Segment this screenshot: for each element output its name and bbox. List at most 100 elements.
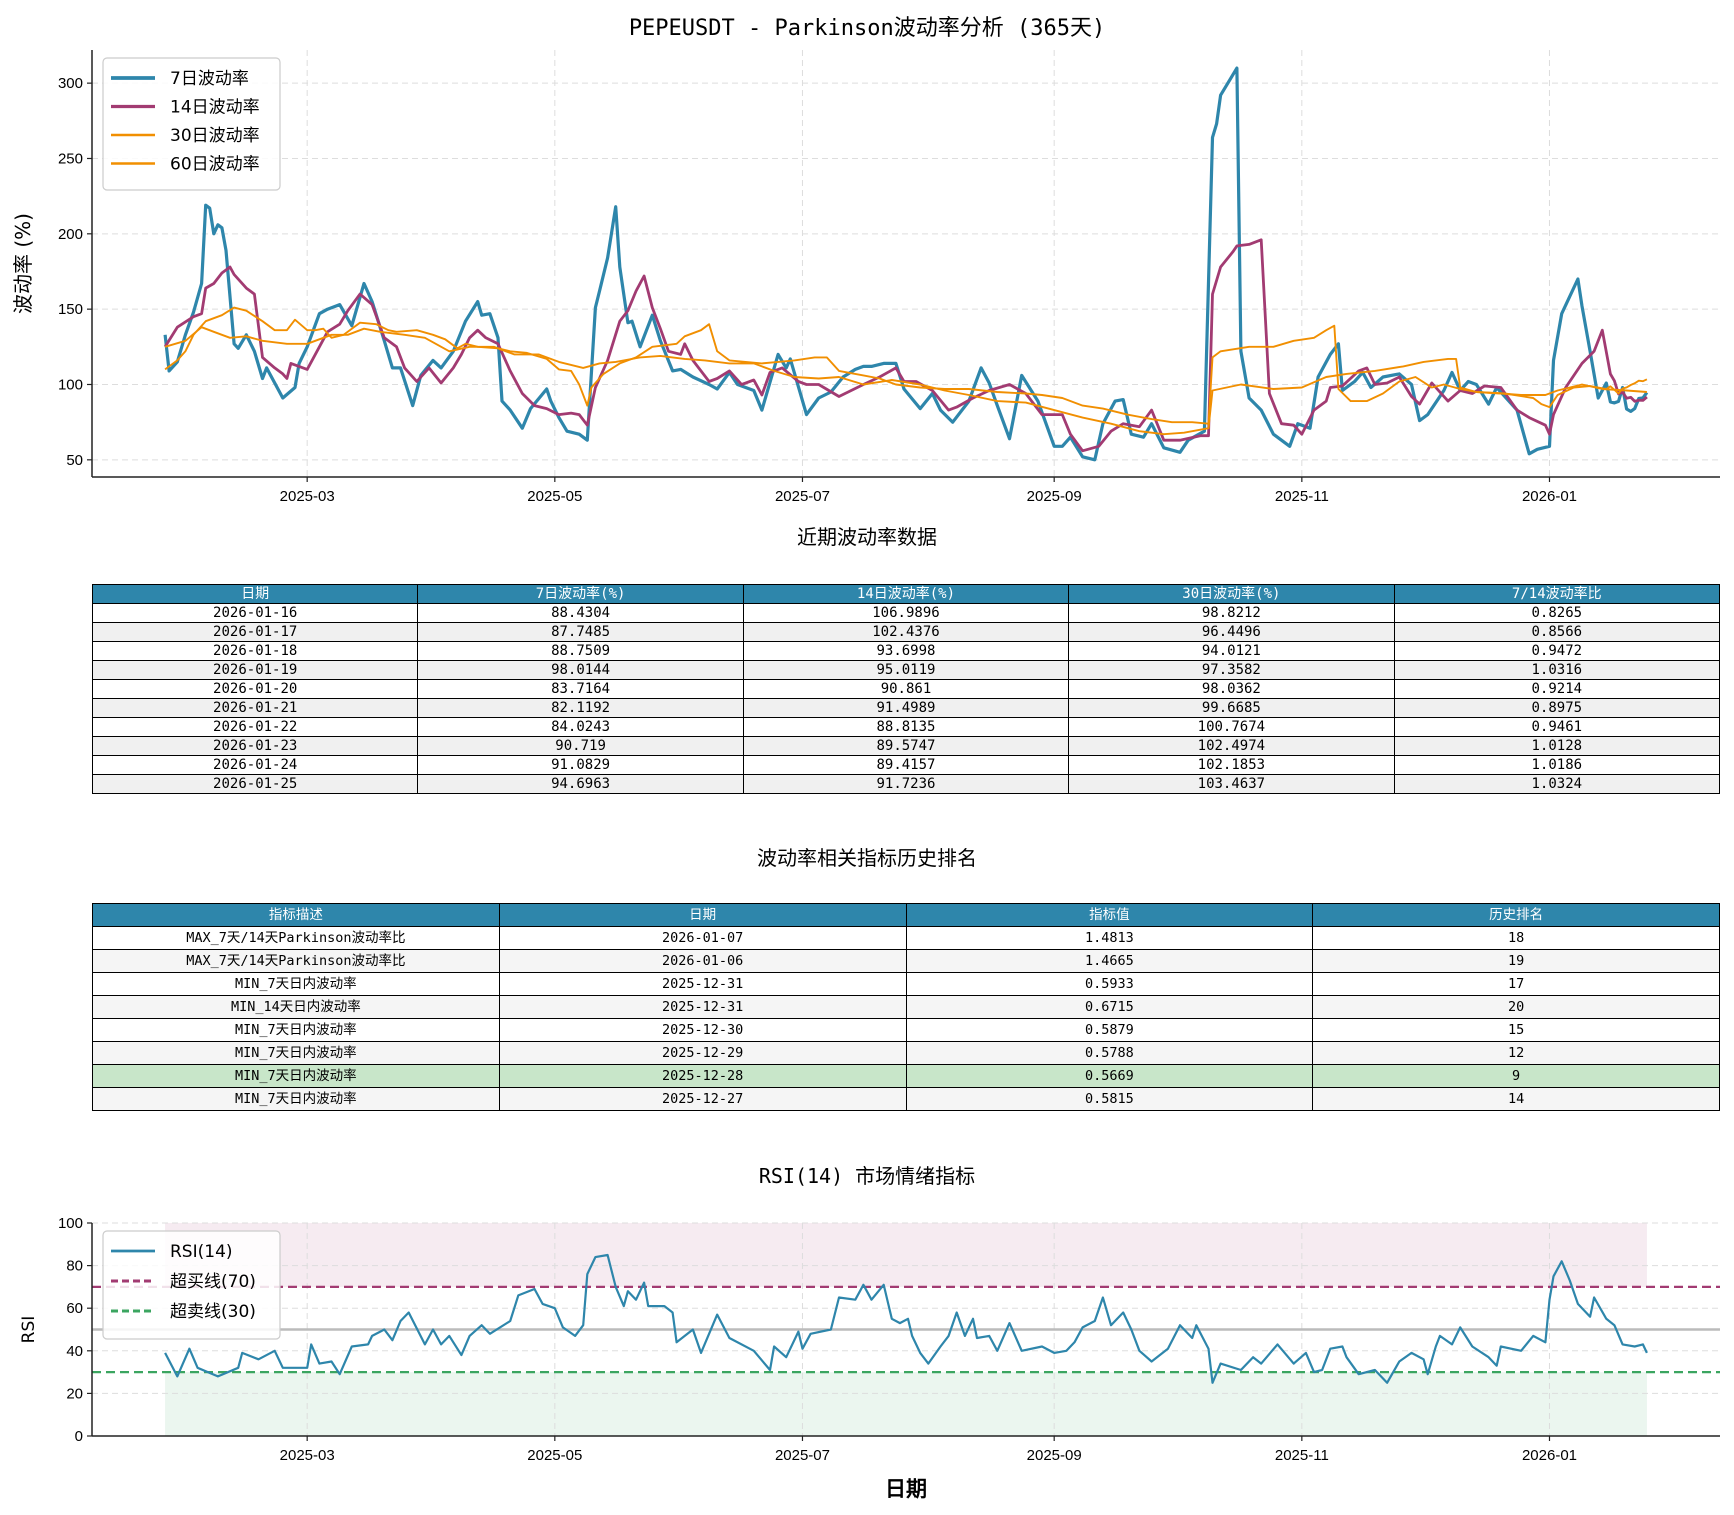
table-cell: 95.0119 xyxy=(742,660,1070,680)
legend-label: 超买线(70) xyxy=(170,1272,256,1292)
table-cell: 94.0121 xyxy=(1068,641,1395,661)
x-axis-label: 日期 xyxy=(885,1477,927,1501)
table-cell: 2025-12-29 xyxy=(498,1041,907,1065)
table-cell: 2025-12-27 xyxy=(498,1087,907,1111)
legend-label: 超卖线(30) xyxy=(170,1302,256,1322)
table-cell: 90.719 xyxy=(417,736,744,756)
table-cell: 2026-01-16 xyxy=(91,603,419,623)
table-cell: 2026-01-23 xyxy=(91,736,419,756)
table-cell: 12 xyxy=(1312,1041,1720,1065)
table-cell: 0.9472 xyxy=(1393,641,1721,661)
x-tick-label: 2025-07 xyxy=(775,488,830,505)
table-row: 2026-01-17 87.7485 102.4376 96.4496 0.8566 xyxy=(91,622,1721,642)
overbought-zone xyxy=(165,1223,1647,1287)
column-header: 7日波动率(%) xyxy=(417,584,744,604)
table-cell: 2026-01-24 xyxy=(91,755,419,775)
table-cell: 91.4989 xyxy=(742,698,1070,718)
table-cell: 97.3582 xyxy=(1068,660,1395,680)
series-line-0 xyxy=(164,1253,1648,1384)
legend-label: 30日波动率 xyxy=(170,126,260,146)
table-cell: 1.4665 xyxy=(905,949,1314,973)
table-cell: 98.0144 xyxy=(417,660,744,680)
table-cell: 17 xyxy=(1312,972,1720,996)
table-cell: 88.8135 xyxy=(742,717,1070,737)
y-tick-label: 60 xyxy=(66,1300,83,1317)
table-cell: 93.6998 xyxy=(742,641,1070,661)
y-axis-label: 波动率 (%) xyxy=(11,213,35,314)
table-cell: 2026-01-19 xyxy=(91,660,419,680)
table-cell: 2026-01-18 xyxy=(91,641,419,661)
table-cell: MIN_7天日内波动率 xyxy=(92,1087,500,1111)
x-tick-label: 2025-09 xyxy=(1027,1447,1082,1464)
table-row: MIN_7天日内波动率 2025-12-31 0.5933 17 xyxy=(92,972,1720,996)
table-cell: 2026-01-07 xyxy=(498,926,907,950)
table-cell: 0.6715 xyxy=(905,995,1314,1019)
table-cell: 2025-12-30 xyxy=(498,1018,907,1042)
legend-box xyxy=(102,57,281,191)
table-cell: MIN_7天日内波动率 xyxy=(92,1064,500,1088)
table-cell: 2025-12-31 xyxy=(498,995,907,1019)
table-row: 2026-01-22 84.0243 88.8135 100.7674 0.9461 xyxy=(91,717,1721,737)
table-cell: 14 xyxy=(1312,1087,1720,1111)
table-cell: 106.9896 xyxy=(742,603,1070,623)
y-axis-label: RSI xyxy=(19,1316,39,1344)
y-tick-label: 50 xyxy=(66,452,83,469)
x-tick-label: 2025-09 xyxy=(1027,488,1082,505)
oversold-zone xyxy=(165,1372,1647,1436)
legend: RSI(14) 超买线(70) 超卖线(30) xyxy=(102,1230,281,1340)
table-cell: 100.7674 xyxy=(1068,717,1395,737)
table-cell: 1.4813 xyxy=(905,926,1314,950)
table-cell: 98.8212 xyxy=(1068,603,1395,623)
column-header: 日期 xyxy=(91,584,419,604)
y-tick-label: 40 xyxy=(66,1343,83,1360)
table-cell: 1.0324 xyxy=(1393,774,1721,794)
table-cell: 0.8975 xyxy=(1393,698,1721,718)
series-line-0 xyxy=(163,66,1649,462)
table-cell: 94.6963 xyxy=(417,774,744,794)
header-row: 指标描述 日期 指标值 历史排名 xyxy=(92,903,1720,927)
rsi-chart-title: RSI(14) 市场情绪指标 xyxy=(758,1164,976,1188)
x-tick-label: 2025-07 xyxy=(775,1447,830,1464)
table-cell: 88.7509 xyxy=(417,641,744,661)
legend-label: 7日波动率 xyxy=(170,69,249,89)
table-cell: 1.0316 xyxy=(1393,660,1721,680)
table-row: 2026-01-19 98.0144 95.0119 97.3582 1.0316 xyxy=(91,660,1721,680)
ranking-table: 指标描述 日期 指标值 历史排名 MAX_7天/14天Parkinson波动率比 2026… xyxy=(92,903,1720,1111)
table-cell: 2026-01-20 xyxy=(91,679,419,699)
y-tick-label: 300 xyxy=(58,75,83,92)
x-tick-label: 2025-03 xyxy=(280,488,335,505)
table-row: 2026-01-24 91.0829 89.4157 102.1853 1.0186 xyxy=(91,755,1721,775)
column-header: 7/14波动率比 xyxy=(1393,584,1721,604)
column-header: 指标描述 xyxy=(92,903,500,927)
table-row-highlighted: MIN_7天日内波动率 2025-12-28 0.5669 9 xyxy=(92,1064,1720,1088)
table-cell: 2026-01-22 xyxy=(91,717,419,737)
table-cell: 91.7236 xyxy=(742,774,1070,794)
table-cell: 2026-01-06 xyxy=(498,949,907,973)
table-cell: MIN_14天日内波动率 xyxy=(92,995,500,1019)
table-cell: 1.0186 xyxy=(1393,755,1721,775)
x-tick-label: 2025-11 xyxy=(1275,488,1329,505)
table-cell: 90.861 xyxy=(742,679,1070,699)
table-row: MIN_7天日内波动率 2025-12-29 0.5788 12 xyxy=(92,1041,1720,1065)
table-cell: 82.1192 xyxy=(417,698,744,718)
table-cell: 84.0243 xyxy=(417,717,744,737)
table-row: MIN_7天日内波动率 2025-12-27 0.5815 14 xyxy=(92,1087,1720,1111)
table-cell: 102.1853 xyxy=(1068,755,1395,775)
column-header: 指标值 xyxy=(905,903,1314,927)
table-cell: 0.5815 xyxy=(905,1087,1314,1111)
x-tick-label: 2025-05 xyxy=(527,1447,582,1464)
table-row: MIN_14天日内波动率 2025-12-31 0.6715 20 xyxy=(92,995,1720,1019)
table-cell: 9 xyxy=(1312,1064,1720,1088)
table-cell: 0.8265 xyxy=(1393,603,1721,623)
table-cell: 102.4376 xyxy=(742,622,1070,642)
table-cell: 89.4157 xyxy=(742,755,1070,775)
table-cell: 96.4496 xyxy=(1068,622,1395,642)
table-row: 2026-01-25 94.6963 91.7236 103.4637 1.0324 xyxy=(91,774,1721,794)
table-cell: MIN_7天日内波动率 xyxy=(92,972,500,996)
header-row: 日期 7日波动率(%) 14日波动率(%) 30日波动率(%) 7/14波动率比 xyxy=(91,584,1721,604)
table-row: MIN_7天日内波动率 2025-12-30 0.5879 15 xyxy=(92,1018,1720,1042)
x-tick-label: 2026-01 xyxy=(1522,488,1577,505)
table-cell: 0.9214 xyxy=(1393,679,1721,699)
table-cell: 103.4637 xyxy=(1068,774,1395,794)
table-cell: 87.7485 xyxy=(417,622,744,642)
